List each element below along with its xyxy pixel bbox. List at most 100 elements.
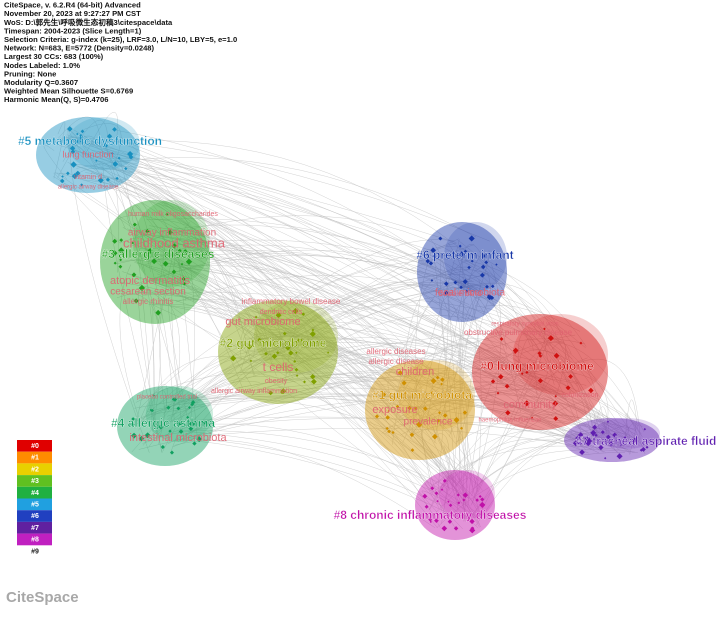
edge (98, 161, 392, 382)
keyword: community (503, 399, 557, 411)
node (165, 212, 169, 216)
cluster-label: #6 preterm infant (416, 248, 513, 262)
node (484, 260, 489, 265)
edge (139, 247, 168, 291)
edge (177, 219, 483, 491)
legend-swatch (17, 475, 52, 487)
node (104, 144, 109, 148)
edge (102, 164, 163, 453)
edge (145, 266, 290, 375)
node (111, 152, 114, 155)
node (401, 380, 407, 386)
node (448, 503, 453, 508)
edge (104, 146, 175, 427)
edge (117, 174, 470, 496)
edge (440, 251, 481, 515)
node (293, 360, 297, 363)
node (407, 405, 412, 411)
node (75, 170, 81, 176)
node (490, 379, 496, 384)
edge (483, 305, 609, 440)
node (180, 262, 184, 266)
edge (457, 239, 636, 449)
edge (138, 390, 167, 431)
node (475, 498, 479, 502)
keyword: t cells (263, 360, 294, 374)
cluster-label: #8 chronic inflammatory diseases (334, 508, 527, 522)
node (182, 282, 187, 286)
keyword: allergic rhinitis (123, 297, 174, 306)
edge (192, 427, 593, 449)
edge (293, 341, 640, 427)
edge (448, 243, 482, 494)
edge (458, 247, 595, 446)
edge (76, 157, 477, 238)
edge (178, 261, 198, 436)
node (111, 250, 118, 257)
node (422, 493, 428, 499)
keyword: prevalence (404, 417, 453, 428)
node (499, 337, 504, 341)
edge (75, 137, 299, 322)
node (619, 443, 623, 447)
node (190, 400, 196, 405)
node (177, 248, 182, 253)
node (457, 501, 461, 505)
node (155, 309, 162, 316)
node (432, 254, 437, 259)
edge (173, 226, 449, 425)
edge (471, 438, 620, 491)
edge (137, 291, 163, 453)
header-line: CiteSpace, v. 6.2.R4 (64-bit) Advanced (4, 1, 141, 10)
node (327, 351, 330, 354)
edge (62, 136, 482, 301)
edge (436, 452, 625, 528)
node (430, 486, 435, 491)
node (505, 410, 511, 416)
node (440, 488, 444, 491)
edge (543, 324, 564, 386)
header-line: Network: N=683, E=5772 (Density=0.0248) (4, 44, 155, 53)
node (423, 406, 428, 411)
node (387, 429, 392, 434)
edge (156, 273, 459, 486)
node (295, 351, 298, 355)
node (456, 493, 460, 497)
node (537, 378, 543, 384)
legend-label: #6 (31, 513, 39, 520)
edge (471, 439, 589, 504)
node (124, 167, 128, 171)
edge (268, 327, 620, 451)
edge (170, 354, 296, 403)
node (468, 235, 475, 242)
edge (181, 430, 471, 499)
edge (119, 181, 430, 426)
edge (624, 422, 637, 455)
edge (128, 204, 148, 230)
keyword: vitamin d (74, 174, 102, 181)
edge (260, 327, 482, 504)
edge (184, 266, 595, 438)
node (76, 132, 79, 136)
legend: #0 #1 #2 #3 #4 #5 #6 #7 #8 #9 (17, 440, 52, 555)
edge (65, 135, 439, 514)
edge (83, 123, 122, 164)
node (294, 367, 299, 372)
cluster-label: #4 allergic asthma (111, 416, 215, 430)
node (118, 247, 125, 254)
node (623, 436, 627, 439)
edge (170, 396, 454, 428)
node (490, 284, 495, 289)
node (470, 259, 474, 263)
node (112, 238, 118, 244)
edge (177, 244, 475, 403)
keyword: allergic diseases (366, 347, 425, 356)
node (144, 432, 151, 439)
cluster-label: #5 metabolic dysfunction (18, 134, 162, 148)
node (579, 341, 583, 345)
edge (387, 261, 467, 377)
edge (469, 285, 642, 435)
node (606, 420, 610, 423)
edge (175, 238, 510, 367)
